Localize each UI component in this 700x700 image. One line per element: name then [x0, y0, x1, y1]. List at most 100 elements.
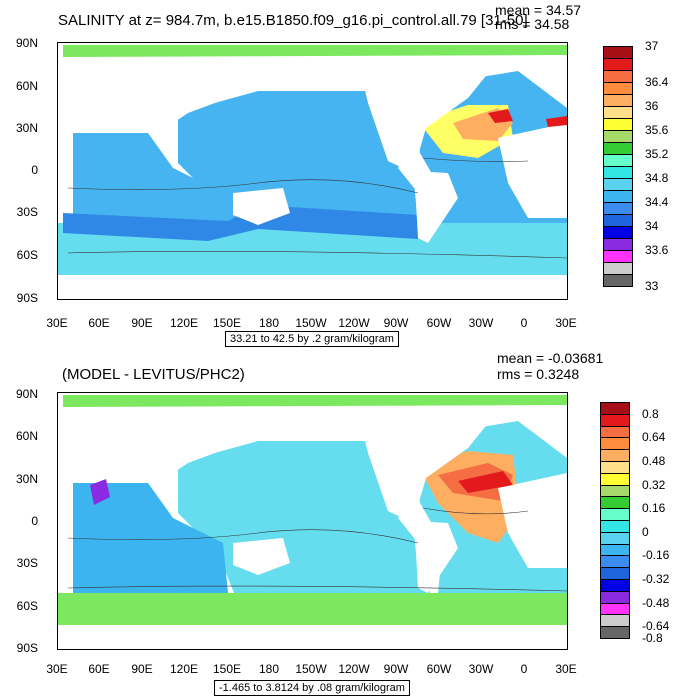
north-america-land [358, 411, 498, 523]
colorbar-label: 37 [645, 39, 659, 53]
colorbar-label: 0.32 [642, 477, 666, 492]
salinity-map-svg [58, 43, 567, 299]
japan-sea-anomaly [90, 479, 110, 505]
lon-label: 120E [169, 316, 199, 330]
indian-ocean [73, 483, 228, 593]
africa-land [498, 473, 567, 568]
lon-label: 180 [258, 662, 280, 676]
lon-label: 60E [88, 316, 110, 330]
colorbar-label: 0.8 [642, 406, 659, 421]
colorbar-label: -0.16 [642, 548, 670, 563]
contour-line [67, 585, 567, 592]
lon-label: 0 [520, 316, 528, 330]
rms-value: rms = 0.3248 [497, 366, 580, 382]
south-america-land [413, 171, 458, 243]
lon-label: 90E [131, 662, 153, 676]
rms-value: rms = 34.58 [495, 16, 570, 32]
colorbar-label: -0.48 [642, 595, 670, 610]
arctic-ocean [63, 395, 567, 407]
colorbar-swatch [603, 274, 633, 287]
lon-label: 30E [46, 662, 68, 676]
contour-range-label: 33.21 to 42.5 by .2 gram/kilogram [225, 331, 399, 347]
arctic-ocean [63, 45, 567, 57]
lat-label: 60N [15, 429, 38, 443]
africa-land [498, 123, 567, 218]
colorbar-label: 36 [645, 99, 659, 113]
lon-label: 180 [258, 316, 280, 330]
lat-label: 90N [15, 387, 38, 401]
contour-line [67, 251, 567, 259]
australia-land [233, 538, 290, 575]
lat-label: 60S [16, 599, 38, 613]
lon-label: 30W [468, 316, 494, 330]
colorbar-label: 33.6 [645, 243, 669, 257]
lat-label: 30S [16, 556, 38, 570]
difference-map-svg [58, 393, 567, 649]
panel-title: SALINITY at z= 984.7m, b.e15.B1850.f09_g… [58, 12, 528, 29]
lon-label: 60E [88, 662, 110, 676]
lon-label: 30E [555, 316, 577, 330]
colorbar-label: -0.64 [642, 619, 670, 634]
colorbar-label: 0.48 [642, 454, 666, 468]
salinity-colorbar: 37 36.4 36 35.6 35.2 34.8 34.4 34 33.6 33 [603, 39, 693, 293]
lon-label: 0 [520, 662, 528, 676]
lat-label: 30N [15, 472, 38, 486]
lat-label: 30S [16, 205, 38, 219]
lon-label: 60W [426, 316, 452, 330]
australia-land [233, 188, 290, 225]
contour-line [422, 157, 529, 162]
colorbar-label: -0.32 [642, 572, 670, 586]
med-outflow [488, 109, 513, 123]
salinity-map [57, 42, 568, 300]
antarctica-land [58, 275, 567, 299]
lon-label: 120E [169, 662, 199, 676]
deep-band [63, 205, 418, 241]
lon-label: 120W [338, 316, 370, 330]
south-america-land [413, 521, 458, 593]
salinity-panel: SALINITY at z= 984.7m, b.e15.B1850.f09_g… [15, 2, 693, 347]
eurasia-land [58, 58, 398, 133]
colorbar-label: 33 [645, 279, 659, 293]
lon-label: 90W [383, 316, 409, 330]
lon-label: 60W [426, 662, 452, 676]
contour-line [422, 507, 529, 515]
colorbar-label: 0.64 [642, 430, 666, 445]
lat-label: 60S [16, 248, 38, 262]
difference-panel: (MODEL - LEVITUS/PHC2) mean = -0.03681 r… [0, 350, 700, 700]
mean-value: mean = -0.03681 [497, 350, 604, 366]
mean-value: mean = 34.57 [495, 2, 582, 18]
antarctica-land [58, 625, 567, 649]
difference-map [57, 392, 568, 650]
southern-ocean [58, 593, 567, 628]
difference-colorbar: 0.8 0.64 0.48 0.32 0.16 0 -0.16 -0.32 -0.48 -0.64… [600, 402, 695, 645]
colorbar-label: 34 [645, 219, 659, 233]
panel-title: (MODEL - LEVITUS/PHC2) [62, 366, 245, 383]
colorbar-label: 0.16 [642, 501, 666, 516]
lat-label: 90S [16, 641, 38, 655]
lon-label: 90E [131, 316, 153, 330]
north-america-land [358, 61, 498, 173]
colorbar-label: 35.2 [645, 147, 669, 161]
colorbar-swatch [600, 626, 630, 639]
mediterranean-sea [458, 471, 513, 493]
lon-label: 90W [383, 662, 409, 676]
colorbar-label: 36.4 [645, 75, 669, 89]
lat-label: 90S [16, 291, 38, 305]
lon-label: 30E [46, 316, 68, 330]
lon-label: 150E [212, 316, 242, 330]
mediterranean-sea [546, 116, 567, 127]
colorbar-label: 0 [642, 524, 649, 539]
contour-line [67, 179, 419, 194]
lon-label: 30E [555, 662, 577, 676]
lon-label: 150W [295, 662, 327, 676]
lat-label: 60N [15, 79, 38, 93]
lat-label: 30N [15, 121, 38, 135]
lat-label: 90N [15, 36, 38, 50]
lon-label: 150E [212, 662, 242, 676]
colorbar-label: 34.8 [645, 171, 669, 185]
lon-label: 120W [338, 662, 370, 676]
colorbar-label: -0.8 [642, 631, 663, 645]
lat-label: 0 [31, 163, 38, 177]
lon-label: 150W [295, 316, 327, 330]
contour-line [67, 529, 419, 544]
